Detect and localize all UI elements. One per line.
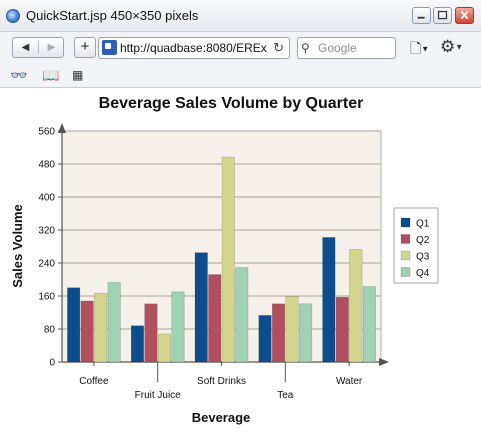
x-tick-label: Coffee (79, 376, 109, 387)
bar (80, 300, 94, 363)
chevron-down-icon: ▼ (455, 42, 464, 52)
legend-label: Q1 (416, 219, 430, 230)
x-axis-title: Beverage (192, 410, 251, 425)
legend-label: Q3 (416, 252, 430, 263)
reload-icon[interactable]: ↻ (273, 40, 284, 55)
bar (194, 252, 208, 363)
bar (157, 333, 171, 363)
legend-swatch (400, 217, 411, 228)
navigation-toolbar: ◀ ▶ + http://quadbase:8080/EREx ↻ ⚲ 🗋▼ ⚙… (0, 32, 481, 64)
legend-label: Q2 (416, 235, 430, 246)
bar (362, 286, 376, 363)
y-tick-label: 560 (38, 127, 55, 138)
legend-swatch (400, 250, 411, 261)
bar (235, 267, 249, 363)
window-title: QuickStart.jsp 450×350 pixels (26, 8, 199, 23)
page-icon: 🗋 (410, 40, 422, 56)
bar (208, 274, 222, 363)
back-forward-divider (38, 41, 39, 54)
reader-glasses-icon[interactable]: 👓 (10, 67, 28, 83)
x-tick-label: Fruit Juice (135, 390, 182, 401)
chart-title: Beverage Sales Volume by Quarter (99, 95, 364, 112)
page-menu-button[interactable]: 🗋▼ (410, 40, 429, 57)
bar (144, 303, 158, 363)
legend-swatch (400, 234, 411, 244)
bookmarks-book-icon[interactable]: 📖 (42, 67, 60, 83)
browser-app-icon (6, 9, 20, 23)
legend-swatch (400, 267, 411, 277)
legend-label: Q4 (416, 268, 430, 279)
bar (130, 325, 144, 363)
y-tick-label: 80 (44, 325, 56, 336)
search-input[interactable] (318, 40, 392, 56)
bar (299, 303, 313, 363)
bar-chart: Beverage Sales Volume by Quarter 0 80 160 24… (10, 95, 439, 425)
y-tick-label: 0 (49, 358, 55, 369)
bar (221, 156, 235, 363)
y-tick-label: 320 (38, 226, 55, 237)
address-bar[interactable]: http://quadbase:8080/EREx ↻ (98, 37, 290, 59)
close-button[interactable] (455, 7, 474, 24)
x-tick-label: Tea (277, 390, 294, 401)
top-sites-grid-icon[interactable]: ▦ (72, 68, 83, 82)
search-icon[interactable]: ⚲ (301, 41, 310, 55)
x-tick-label: Water (336, 376, 363, 387)
y-axis-arrow (58, 123, 66, 133)
bar (322, 237, 336, 363)
gear-icon: ⚙ (440, 37, 456, 56)
bookmarks-bar: 👓 📖 ▦ (0, 64, 481, 88)
back-forward-group: ◀ ▶ (12, 37, 64, 58)
bar (94, 292, 108, 363)
new-tab-button[interactable]: + (74, 37, 96, 58)
y-tick-label: 480 (38, 160, 55, 171)
y-tick-label: 240 (38, 259, 55, 270)
x-tick-label: Soft Drinks (197, 376, 246, 387)
y-tick-label: 400 (38, 193, 55, 204)
bar (258, 315, 272, 363)
bar (272, 303, 286, 363)
bar (171, 291, 185, 363)
back-button[interactable]: ◀ (21, 42, 30, 53)
url-text[interactable]: http://quadbase:8080/EREx (120, 41, 267, 55)
bar (285, 296, 299, 363)
chevron-down-icon: ▼ (421, 44, 430, 54)
search-box[interactable]: ⚲ (297, 37, 396, 59)
y-tick-label: 160 (38, 292, 55, 303)
bar (349, 249, 363, 363)
window-title-bar: QuickStart.jsp 450×350 pixels (0, 0, 481, 32)
forward-button[interactable]: ▶ (47, 42, 56, 53)
x-axis-arrow (379, 358, 389, 366)
bar (67, 287, 81, 363)
bar (107, 282, 121, 363)
site-favicon-icon (102, 40, 117, 55)
chart-area: Beverage Sales Volume by Quarter 0 80 160 24… (0, 88, 481, 444)
bar (335, 296, 349, 363)
y-axis-title: Sales Volume (10, 204, 25, 288)
tools-menu-button[interactable]: ⚙▼ (440, 38, 463, 57)
maximize-button[interactable] (433, 7, 452, 24)
minimize-button[interactable] (412, 7, 431, 24)
